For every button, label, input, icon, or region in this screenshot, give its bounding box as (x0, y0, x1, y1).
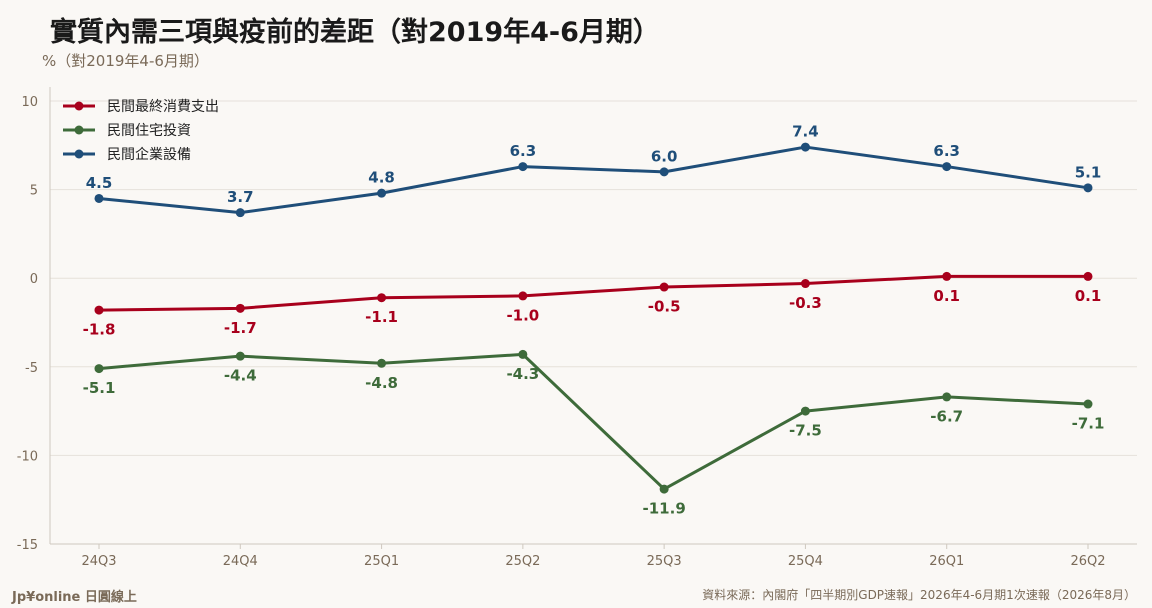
y-tick-label: 10 (21, 95, 38, 110)
x-tick-label: 25Q4 (788, 554, 823, 569)
data-label: 7.4 (792, 123, 819, 141)
legend-marker (74, 149, 84, 159)
data-point (235, 303, 245, 313)
data-labels: -1.8 -1.7 -1.1 -1.0 -0.5 -0.3 0.1 0.1 -5.1 -4.4 -4… (83, 123, 1105, 518)
data-point (1083, 399, 1093, 409)
data-label: 6.3 (933, 142, 960, 160)
data-point (1083, 183, 1093, 193)
chart-title: 實質內需三項與疫前的差距（對2019年4-6月期） (50, 17, 660, 48)
data-label: -1.1 (365, 308, 398, 326)
y-tick-label: -5 (25, 361, 38, 376)
data-label: -1.0 (506, 306, 539, 324)
data-label: 4.8 (368, 169, 395, 187)
data-label: -6.7 (930, 407, 963, 425)
data-point (94, 305, 104, 315)
data-label: 5.1 (1075, 163, 1102, 181)
tick-labels: 10 5 0 -5 -10 -15 24Q3 24Q4 25Q1 25Q2 25Q3 25Q4 26Q1… (17, 95, 1106, 569)
series-line (98, 352, 1089, 491)
x-tick-label: 25Q1 (364, 554, 399, 569)
data-label: -4.8 (365, 374, 398, 392)
axes (49, 87, 1137, 549)
data-label: 3.7 (227, 188, 254, 206)
series-points (94, 142, 1093, 494)
data-point (942, 392, 952, 402)
data-point (659, 167, 669, 177)
data-point (518, 291, 528, 301)
data-point (94, 193, 104, 203)
legend-marker (74, 125, 84, 135)
x-tick-label: 25Q2 (505, 554, 540, 569)
data-label: -4.3 (506, 365, 539, 383)
x-tick-label: 24Q3 (81, 554, 116, 569)
data-point (235, 208, 245, 218)
data-label: -0.3 (789, 294, 822, 312)
data-label: -7.1 (1072, 415, 1105, 433)
data-point (518, 162, 528, 172)
data-point (377, 293, 387, 303)
data-point (800, 142, 810, 152)
data-point (800, 279, 810, 289)
grid-lines (50, 100, 1137, 456)
x-tick-label: 24Q4 (223, 554, 258, 569)
y-tick-label: -10 (17, 449, 38, 464)
data-point (800, 406, 810, 416)
data-label: 6.3 (510, 142, 537, 160)
x-tick-label: 26Q1 (929, 554, 964, 569)
x-tick-label: 26Q2 (1070, 554, 1105, 569)
data-label: -1.8 (83, 321, 116, 339)
data-label: -5.1 (83, 379, 116, 397)
legend-label: 民間企業設備 (107, 146, 191, 163)
legend-label: 民間住宅投資 (107, 123, 191, 139)
y-tick-label: -15 (17, 538, 38, 553)
data-label: 4.5 (86, 174, 113, 192)
data-label: 6.0 (651, 147, 678, 165)
data-point (1083, 271, 1093, 281)
data-label: -4.4 (224, 367, 257, 385)
data-point (659, 484, 669, 494)
y-axis-unit: %（對2019年4-6月期） (42, 52, 209, 70)
data-label: -11.9 (643, 500, 686, 518)
data-point (659, 282, 669, 292)
data-point (942, 162, 952, 172)
data-label: 0.1 (933, 287, 960, 305)
series-lines (98, 145, 1089, 491)
data-label: -0.5 (648, 298, 681, 316)
data-point (518, 349, 528, 359)
y-tick-label: 5 (30, 184, 38, 199)
brand-label: Jp¥online 日圓線上 (12, 590, 137, 605)
data-label: 0.1 (1075, 287, 1102, 305)
legend-label: 民間最終消費支出 (107, 99, 219, 115)
data-point (377, 188, 387, 198)
y-tick-label: 0 (30, 272, 38, 287)
data-label: -1.7 (224, 319, 257, 337)
series-line (98, 145, 1089, 215)
data-point (377, 358, 387, 368)
data-point (942, 271, 952, 281)
source-note: 資料來源：內閣府「四半期別GDP速報」2026年4-6月期1次速報（2026年8… (702, 588, 1136, 602)
data-label: -7.5 (789, 422, 822, 440)
data-point (235, 351, 245, 361)
data-point (94, 364, 104, 374)
series-line (98, 274, 1088, 312)
x-tick-label: 25Q3 (647, 554, 682, 569)
legend-marker (74, 101, 84, 111)
